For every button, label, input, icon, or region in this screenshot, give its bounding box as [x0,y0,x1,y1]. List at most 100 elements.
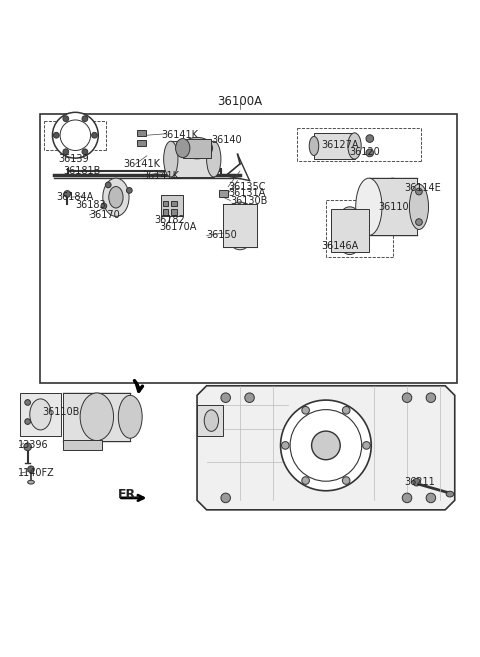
Circle shape [302,477,310,484]
Bar [369,178,417,235]
Ellipse shape [336,207,364,254]
Text: 36131A: 36131A [228,189,265,198]
Ellipse shape [181,137,213,159]
Text: 36110: 36110 [378,202,409,212]
Text: 36150: 36150 [206,231,237,240]
Circle shape [101,203,107,209]
Text: 36141K: 36141K [142,171,179,181]
Bar [171,141,214,177]
Circle shape [63,149,69,154]
Text: 13396: 13396 [18,440,48,451]
Circle shape [426,393,436,403]
Circle shape [363,442,370,449]
Bar [21,393,61,436]
Circle shape [312,431,340,460]
Bar [137,130,146,136]
Bar [218,190,228,197]
Circle shape [290,409,362,481]
Circle shape [82,149,88,154]
Ellipse shape [28,480,34,484]
Circle shape [402,393,412,403]
Ellipse shape [30,399,51,430]
Circle shape [24,443,32,451]
Bar [161,195,183,216]
Circle shape [105,182,111,188]
Circle shape [82,116,88,122]
Text: 36139: 36139 [59,154,89,164]
Ellipse shape [204,410,218,432]
Bar [331,209,369,252]
Text: 36130B: 36130B [230,196,268,206]
Circle shape [342,477,350,484]
Ellipse shape [118,396,142,438]
Circle shape [64,191,71,197]
Bar [63,393,130,441]
Bar [197,405,223,436]
Ellipse shape [80,393,114,441]
Text: 36170A: 36170A [159,222,196,232]
Circle shape [92,132,97,138]
Text: 36127A: 36127A [321,140,359,150]
Circle shape [53,132,59,138]
Text: 36110B: 36110B [42,407,79,417]
Bar [163,200,168,206]
Circle shape [416,188,422,195]
Polygon shape [197,386,455,510]
Bar [63,440,102,450]
Circle shape [221,393,230,403]
Text: 36182: 36182 [154,215,185,225]
Text: FR.: FR. [118,488,142,501]
Text: 36140: 36140 [211,135,242,145]
Circle shape [281,442,289,449]
Text: 36114E: 36114E [405,183,442,193]
Ellipse shape [109,187,123,208]
Circle shape [366,149,373,157]
Text: 36181B: 36181B [63,166,101,176]
Ellipse shape [409,184,429,229]
Text: 1140FZ: 1140FZ [18,468,55,478]
Circle shape [126,187,132,193]
Circle shape [60,120,91,150]
Text: 36211: 36211 [405,477,435,487]
Circle shape [63,116,69,122]
Circle shape [426,493,436,503]
Circle shape [221,493,230,503]
Circle shape [302,407,310,414]
Bar [137,140,146,147]
Circle shape [281,400,371,491]
Text: 36141K: 36141K [161,130,198,140]
Ellipse shape [446,491,454,497]
Ellipse shape [309,137,319,156]
Circle shape [416,219,422,225]
Circle shape [25,419,31,424]
Ellipse shape [176,139,190,158]
Text: 36146A: 36146A [321,241,359,252]
Circle shape [25,399,31,405]
Ellipse shape [225,202,255,250]
Bar [183,139,211,158]
Circle shape [342,407,350,414]
Ellipse shape [348,133,361,159]
Bar [171,200,177,206]
Ellipse shape [356,178,382,235]
Text: 36120: 36120 [350,147,381,157]
Text: 36100A: 36100A [217,95,263,108]
Ellipse shape [103,178,129,216]
Bar [163,209,168,215]
Circle shape [52,112,98,158]
Circle shape [28,466,34,472]
Text: 36170: 36170 [90,210,120,220]
Circle shape [366,135,373,143]
Bar [39,114,457,384]
Circle shape [402,493,412,503]
Circle shape [245,393,254,403]
Circle shape [413,478,420,486]
Text: 36135C: 36135C [228,182,265,192]
Ellipse shape [164,141,178,177]
Text: 36141K: 36141K [123,159,160,169]
Text: 36183: 36183 [75,200,106,210]
Bar [171,209,177,215]
Ellipse shape [206,141,221,177]
Text: 36184A: 36184A [56,193,94,202]
Bar [314,133,355,159]
